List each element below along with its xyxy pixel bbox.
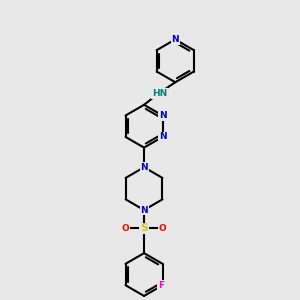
Text: N: N [159,111,167,120]
Text: N: N [140,163,148,172]
Text: F: F [158,281,164,290]
Text: N: N [159,132,167,141]
Text: O: O [159,224,167,233]
Text: N: N [140,206,148,214]
Text: S: S [140,224,148,233]
Text: N: N [172,35,179,44]
Text: HN: HN [152,89,167,98]
Text: O: O [122,224,130,233]
